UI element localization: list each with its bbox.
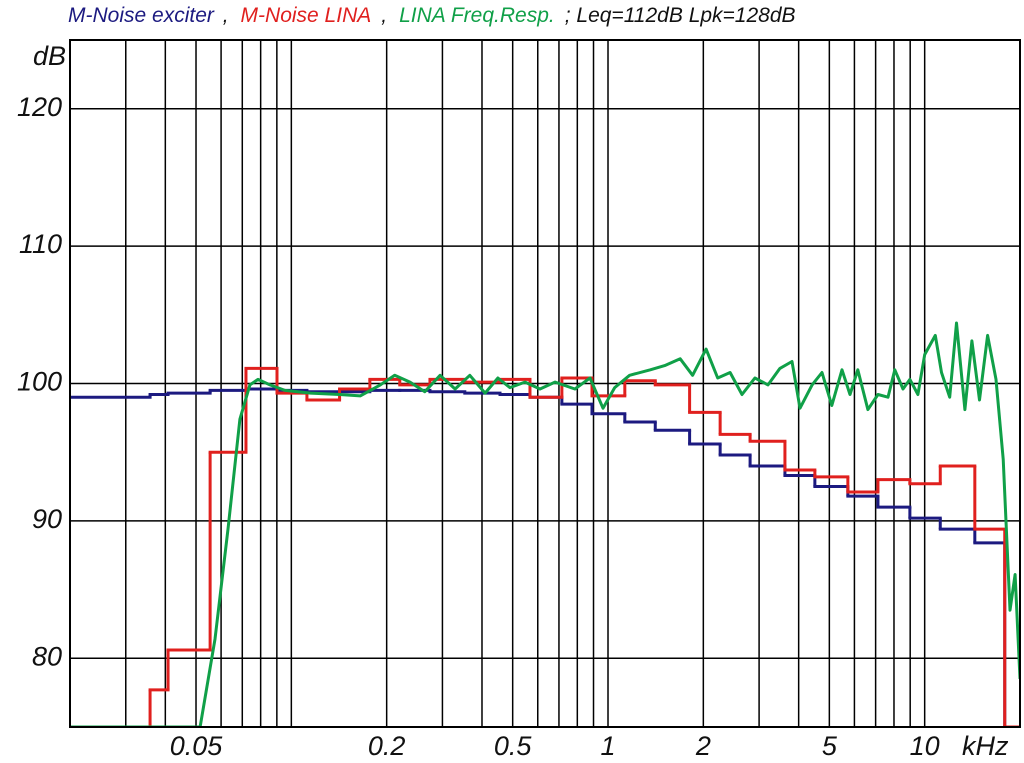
annotation: ; Leq=112dB Lpk=128dB [565, 4, 796, 27]
y-tick-label: 120 [17, 92, 62, 122]
x-tick-label: 1 [600, 731, 615, 761]
plot-frame [69, 39, 1021, 728]
grid [70, 40, 1020, 727]
legend-entry: LINA Freq.Resp. [399, 4, 555, 27]
x-axis-label: kHz [962, 731, 1009, 761]
x-tick-label: 0.5 [494, 731, 533, 761]
legend-separator: , [223, 4, 229, 27]
x-tick-label: 0.2 [368, 731, 406, 761]
y-tick-label: 90 [32, 504, 62, 534]
x-tick-label: 5 [822, 731, 838, 761]
chart-title-legend: M-Noise exciter, M-Noise LINA, LINA Freq.R… [68, 4, 796, 27]
y-tick-label: 110 [19, 229, 62, 259]
legend-entry: M-Noise LINA [241, 4, 372, 27]
y-tick-label: 80 [32, 641, 62, 671]
x-tick-label: 10 [910, 731, 940, 761]
line-series [70, 321, 1020, 727]
y-axis-label: dB [33, 41, 66, 71]
y-tick-label: 100 [17, 367, 62, 397]
legend-entry: M-Noise exciter [68, 4, 215, 27]
x-tick-label: 0.05 [170, 731, 224, 761]
x-tick-label: 2 [695, 731, 711, 761]
legend-separator: , [381, 4, 387, 27]
plot-area [70, 321, 1020, 727]
